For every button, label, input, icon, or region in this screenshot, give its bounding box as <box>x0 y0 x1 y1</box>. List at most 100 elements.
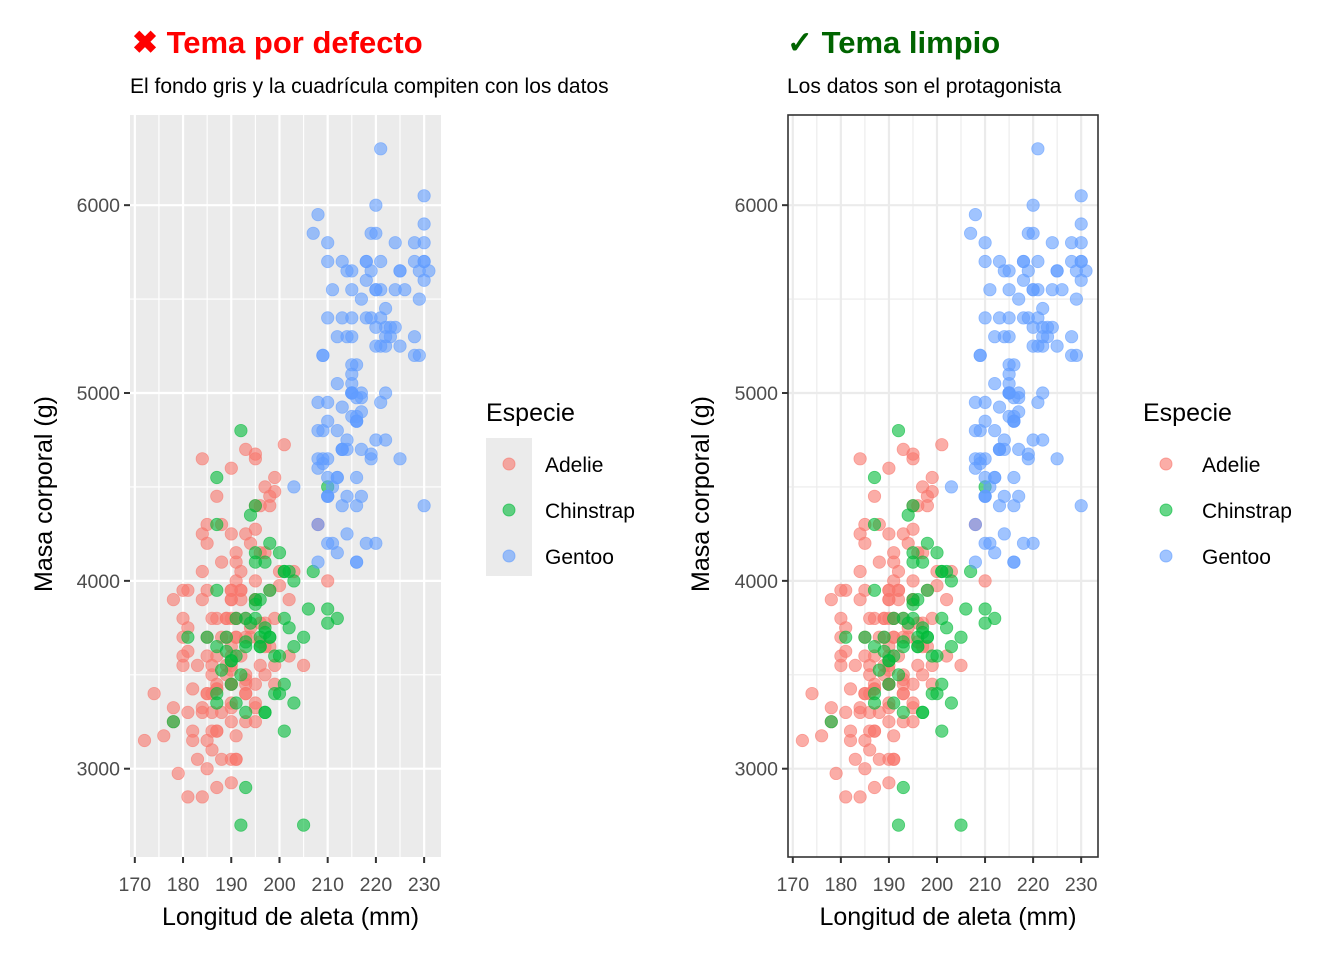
data-point-adelie <box>858 762 872 776</box>
data-point-gentoo <box>1007 470 1021 485</box>
data-point-chinstrap <box>887 696 901 710</box>
data-point-gentoo <box>393 339 407 353</box>
plot-background <box>130 115 441 857</box>
data-point-adelie <box>166 701 180 715</box>
data-point-chinstrap <box>248 611 262 626</box>
data-point-chinstrap <box>839 630 853 644</box>
data-point-gentoo <box>992 442 1007 456</box>
data-point-chinstrap <box>296 630 311 644</box>
data-point-gentoo <box>988 376 1002 391</box>
data-point-chinstrap <box>301 602 315 616</box>
data-point-chinstrap <box>263 630 277 644</box>
data-point-gentoo <box>388 236 402 250</box>
data-point-gentoo <box>335 442 349 456</box>
data-point-gentoo <box>988 330 1002 344</box>
data-point-gentoo <box>1026 339 1040 353</box>
data-point-adelie <box>863 724 877 738</box>
legend-label-gentoo: Gentoo <box>545 546 614 569</box>
data-point-chinstrap <box>935 677 949 691</box>
data-point-adelie <box>248 677 262 691</box>
data-point-gentoo <box>364 264 378 278</box>
legend-label-adelie: Adelie <box>1202 454 1260 477</box>
data-point-gentoo <box>374 254 388 269</box>
data-point-chinstrap <box>210 517 224 532</box>
data-point-gentoo <box>378 330 393 344</box>
data-point-adelie <box>195 705 209 720</box>
data-point-gentoo <box>1007 391 1021 405</box>
data-point-gentoo <box>1012 292 1026 306</box>
data-point-adelie <box>190 658 205 673</box>
data-point-gentoo <box>1031 254 1045 269</box>
data-point-gentoo <box>968 452 983 466</box>
y-axis-title: Masa corporal (g) <box>687 396 715 592</box>
data-point-chinstrap <box>920 583 935 597</box>
data-point-gentoo <box>968 517 983 532</box>
data-point-gentoo <box>374 283 388 297</box>
data-point-gentoo <box>978 489 992 503</box>
data-point-gentoo <box>311 517 325 532</box>
data-point-adelie <box>887 729 901 743</box>
data-point-chinstrap <box>887 611 901 626</box>
data-point-adelie <box>882 461 896 475</box>
y-tick-label: 5000 <box>77 383 121 405</box>
data-point-adelie <box>234 592 248 607</box>
data-point-gentoo <box>378 301 393 316</box>
data-point-adelie <box>954 658 968 673</box>
data-point-chinstrap <box>234 423 248 438</box>
x-tick-label: 200 <box>263 874 296 896</box>
data-point-gentoo <box>349 391 364 405</box>
data-point-gentoo <box>1016 536 1031 550</box>
data-point-chinstrap <box>215 663 229 677</box>
y-tick-label: 6000 <box>735 195 779 217</box>
data-point-chinstrap <box>210 696 224 710</box>
data-point-chinstrap <box>210 470 224 485</box>
data-point-adelie <box>195 564 209 579</box>
data-point-chinstrap <box>219 644 233 658</box>
data-point-adelie <box>843 682 858 696</box>
data-point-gentoo <box>1050 339 1064 353</box>
data-point-chinstrap <box>239 705 253 720</box>
data-point-chinstrap <box>906 611 920 626</box>
data-point-gentoo <box>417 217 431 231</box>
data-point-adelie <box>277 438 291 452</box>
data-point-gentoo <box>354 292 368 306</box>
data-point-gentoo <box>349 470 364 485</box>
data-point-gentoo <box>1012 489 1026 503</box>
data-point-gentoo <box>1031 395 1045 409</box>
data-point-chinstrap <box>229 696 243 710</box>
data-point-gentoo <box>1074 189 1088 203</box>
data-point-chinstrap <box>239 780 253 795</box>
y-axis-title: Masa corporal (g) <box>30 396 58 592</box>
data-point-chinstrap <box>224 677 238 691</box>
data-point-chinstrap <box>867 696 882 710</box>
data-point-adelie <box>853 790 867 804</box>
data-point-gentoo <box>311 555 325 569</box>
x-tick-label: 170 <box>119 874 152 896</box>
data-point-gentoo <box>321 489 335 503</box>
data-point-chinstrap <box>282 621 296 635</box>
data-point-adelie <box>872 752 886 766</box>
data-point-chinstrap <box>978 602 992 616</box>
left-panel-title: ✖ Tema por defecto <box>132 25 423 61</box>
series-adelie <box>795 438 992 804</box>
data-point-gentoo <box>369 198 383 212</box>
data-point-gentoo <box>364 311 378 325</box>
data-point-gentoo <box>1036 330 1050 344</box>
x-tick-label: 170 <box>777 874 810 896</box>
y-tick-label: 5000 <box>735 383 779 405</box>
data-point-chinstrap <box>229 611 243 626</box>
data-point-chinstrap <box>277 724 291 738</box>
data-point-gentoo <box>325 536 340 550</box>
data-point-adelie <box>887 752 901 766</box>
data-point-adelie <box>176 611 190 626</box>
x-axis-title: Longitud de aleta (mm) <box>162 903 419 931</box>
data-point-gentoo <box>997 527 1011 541</box>
legend-key-adelie <box>502 457 516 471</box>
data-point-adelie <box>891 592 906 607</box>
data-point-adelie <box>195 452 209 466</box>
data-point-chinstrap <box>296 818 311 832</box>
data-point-adelie <box>157 729 171 743</box>
data-point-adelie <box>248 574 262 588</box>
x-tick-label: 180 <box>825 874 858 896</box>
data-point-gentoo <box>968 208 983 222</box>
